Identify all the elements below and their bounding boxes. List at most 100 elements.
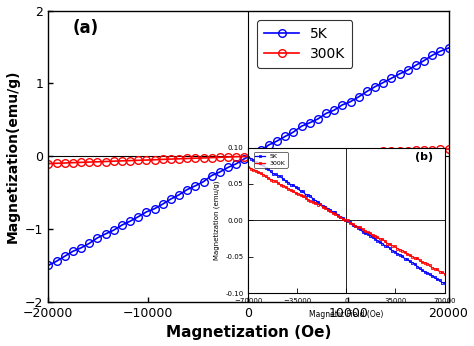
300K [347, 151, 353, 155]
300K [380, 149, 386, 153]
300K [438, 147, 443, 152]
5K [54, 259, 59, 263]
300K [372, 149, 378, 154]
300K [299, 152, 304, 156]
300K [413, 148, 419, 152]
300K [217, 155, 223, 160]
300K [78, 160, 84, 164]
300K [144, 158, 149, 162]
5K [429, 53, 435, 57]
5K [70, 249, 76, 253]
300K [421, 148, 427, 152]
5K [168, 197, 173, 201]
300K [192, 156, 198, 160]
X-axis label: Magnetization (Oe): Magnetization (Oe) [166, 326, 331, 340]
5K [315, 117, 321, 121]
300K [356, 150, 362, 154]
Text: (a): (a) [73, 19, 99, 37]
5K [136, 215, 141, 219]
5K [364, 89, 370, 93]
5K [389, 76, 394, 80]
5K [241, 157, 247, 161]
5K [274, 139, 280, 143]
300K [62, 161, 67, 165]
300K [103, 160, 109, 164]
5K [331, 108, 337, 112]
300K [127, 158, 133, 163]
5K [446, 46, 451, 50]
300K [429, 147, 435, 152]
300K [364, 150, 370, 154]
5K [184, 188, 190, 192]
5K [266, 143, 272, 147]
300K [94, 160, 100, 164]
300K [331, 151, 337, 155]
300K [168, 157, 173, 161]
300K [241, 154, 247, 158]
300K [136, 158, 141, 162]
300K [274, 153, 280, 157]
Line: 5K: 5K [45, 44, 452, 269]
5K [152, 207, 157, 211]
5K [372, 85, 378, 89]
300K [397, 149, 402, 153]
5K [160, 202, 165, 206]
300K [184, 156, 190, 161]
300K [54, 161, 59, 165]
300K [201, 156, 206, 160]
300K [70, 161, 76, 165]
5K [291, 130, 296, 134]
5K [307, 121, 312, 125]
300K [46, 162, 51, 166]
5K [86, 242, 92, 246]
300K [291, 153, 296, 157]
5K [323, 111, 329, 116]
5K [127, 219, 133, 223]
300K [258, 154, 264, 158]
5K [397, 72, 402, 76]
5K [438, 49, 443, 53]
300K [307, 152, 312, 156]
5K [283, 134, 288, 138]
300K [339, 151, 345, 155]
5K [144, 210, 149, 214]
5K [62, 254, 67, 258]
5K [192, 184, 198, 188]
300K [160, 157, 165, 162]
300K [86, 160, 92, 164]
5K [413, 63, 419, 67]
300K [111, 159, 117, 163]
5K [405, 68, 410, 72]
5K [258, 148, 264, 152]
300K [152, 158, 157, 162]
5K [201, 180, 206, 184]
5K [339, 103, 345, 107]
300K [119, 159, 125, 163]
5K [421, 58, 427, 63]
300K [176, 157, 182, 161]
300K [233, 155, 239, 159]
300K [283, 153, 288, 157]
300K [446, 147, 451, 151]
5K [94, 236, 100, 240]
300K [389, 149, 394, 153]
5K [380, 81, 386, 85]
5K [176, 193, 182, 197]
5K [299, 124, 304, 128]
300K [209, 156, 215, 160]
300K [266, 154, 272, 158]
Line: 300K: 300K [45, 145, 452, 167]
300K [250, 154, 255, 158]
5K [233, 162, 239, 166]
5K [225, 165, 231, 170]
Y-axis label: Magnetization(emu/g): Magnetization(emu/g) [6, 70, 19, 243]
5K [217, 170, 223, 174]
300K [225, 155, 231, 159]
5K [356, 95, 362, 99]
5K [78, 246, 84, 250]
5K [46, 263, 51, 267]
300K [315, 152, 321, 156]
5K [347, 100, 353, 104]
5K [111, 228, 117, 232]
Legend: 5K, 300K: 5K, 300K [257, 20, 352, 68]
